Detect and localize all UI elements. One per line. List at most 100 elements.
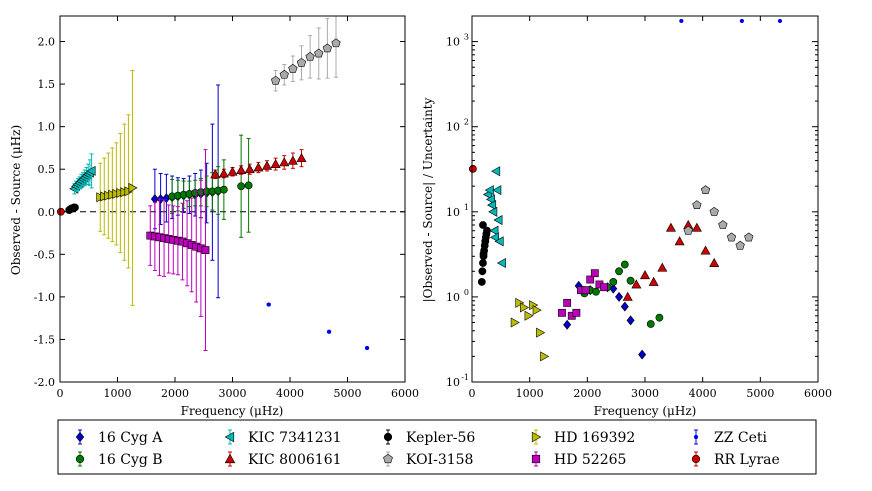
data-point [244, 181, 253, 190]
series-16-cyg-a [563, 280, 647, 360]
data-point [288, 63, 298, 73]
series-zz-ceti [679, 18, 783, 24]
left-x-tick-label: 4000 [276, 387, 304, 400]
data-point [638, 349, 647, 360]
data-point [496, 258, 506, 269]
data-point [622, 291, 633, 301]
data-point [648, 276, 659, 286]
data-point [478, 267, 487, 276]
right-y-tick-exponent: 0 [464, 288, 469, 297]
right-y-tick-exponent: 3 [464, 33, 469, 42]
series-hd-169392 [510, 297, 550, 362]
data-point [270, 158, 281, 169]
data-point [219, 185, 228, 194]
data-point [620, 301, 629, 312]
data-point [683, 225, 693, 235]
data-point [536, 327, 546, 338]
left-x-tick-label: 3000 [219, 387, 247, 400]
legend-entry: HD 169392 [531, 429, 635, 446]
series-zz-ceti [266, 302, 370, 351]
data-point [479, 259, 487, 267]
left-y-tick-label: 0.0 [38, 206, 56, 219]
data-point [493, 215, 503, 226]
legend-marker [224, 453, 236, 464]
data-point [586, 275, 595, 284]
data-point [364, 345, 370, 351]
data-point [709, 206, 719, 216]
data-point [592, 287, 600, 296]
left-y-tick-label: 0.5 [38, 163, 56, 176]
right-x-axis-label: Frequency (μHz) [594, 404, 697, 418]
data-point [744, 232, 754, 242]
data-point [524, 310, 534, 321]
legend-label: HD 169392 [554, 430, 635, 446]
right-x-tick-label: 0 [469, 387, 476, 400]
legend-entry: RR Lyrae [691, 451, 780, 468]
data-point [201, 246, 210, 254]
legend-entry: HD 52265 [531, 451, 626, 468]
data-point [327, 329, 332, 334]
left-y-tick-label: -2.0 [34, 376, 55, 389]
left-x-tick-label: 5000 [334, 387, 362, 400]
data-point [615, 267, 623, 276]
left-y-tick-label: 2.0 [38, 36, 56, 49]
data-point [296, 57, 307, 67]
data-point [479, 221, 487, 229]
data-point [266, 302, 271, 307]
legend-entry: Kepler-56 [383, 429, 475, 446]
data-point [590, 269, 599, 278]
data-point [237, 182, 246, 191]
data-point [631, 279, 642, 289]
legend-entry: KIC 7341231 [224, 429, 342, 446]
data-point [487, 200, 497, 211]
data-point [489, 232, 499, 243]
right-x-tick-label: 6000 [804, 387, 832, 400]
series-rr-lyrae [468, 164, 477, 173]
left-axis-ticks: 0 1000 2000 3000 4000 5000 6000 -2.0 -1.5 -1.0 -0.… [34, 16, 419, 400]
right-y-tick-label: 10 [446, 376, 460, 389]
right-plot-data [468, 18, 783, 362]
data-point [483, 226, 491, 235]
data-point [244, 164, 255, 174]
series-kic-8006161 [210, 149, 307, 180]
data-point [691, 222, 702, 232]
data-point [718, 220, 728, 229]
data-point [739, 18, 744, 24]
data-point [735, 240, 745, 250]
legend-label: KIC 8006161 [248, 452, 342, 468]
right-y-tick-label: 10 [446, 206, 460, 219]
legend-label: ZZ Ceti [714, 430, 768, 446]
data-point [210, 169, 221, 179]
series-kic-8006161 [622, 219, 720, 301]
data-point [261, 160, 273, 170]
legend: 16 Cyg A KIC 7341231 Kepler-56 HD 169392 ZZ … [57, 419, 817, 475]
data-point [615, 291, 624, 302]
left-plot-data [56, 16, 405, 352]
data-point [519, 302, 530, 313]
data-point [726, 232, 737, 242]
legend-label: HD 52265 [554, 452, 626, 468]
data-point [600, 283, 608, 292]
left-y-tick-label: 1.5 [38, 78, 56, 91]
data-point [128, 182, 138, 193]
series-koi-3158 [683, 185, 754, 250]
series-kepler-56 [65, 203, 79, 214]
series-rr-lyrae [56, 207, 65, 216]
data-point [563, 299, 572, 307]
right-y-tick-label: 10 [446, 291, 460, 304]
series-koi-3158 [270, 16, 341, 92]
data-point [563, 319, 572, 330]
legend-marker [693, 434, 699, 440]
data-point [626, 315, 635, 326]
data-point [492, 185, 502, 196]
left-x-tick-label: 1000 [104, 387, 132, 400]
legend-marker [691, 454, 701, 464]
left-y-tick-label: -1.0 [34, 291, 55, 304]
data-point [620, 260, 629, 269]
data-point [314, 48, 324, 58]
series-16-cyg-b [168, 134, 253, 238]
series-kepler-56 [477, 221, 491, 286]
